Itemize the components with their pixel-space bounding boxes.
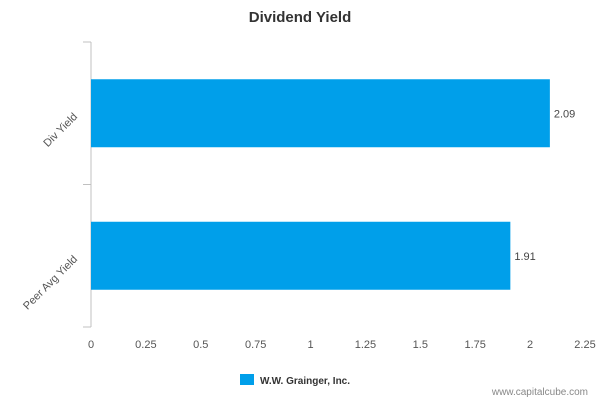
x-tick-label: 0.75 bbox=[245, 339, 266, 351]
data-labels: 2.09 1.91 bbox=[514, 108, 575, 263]
x-tick-label: 1 bbox=[307, 339, 313, 351]
source-watermark: www.capitalcube.com bbox=[491, 387, 588, 398]
bar-peer-avg-yield[interactable] bbox=[91, 221, 511, 290]
x-tick-label: 1.25 bbox=[355, 339, 376, 351]
legend-label: W.W. Grainger, Inc. bbox=[260, 376, 350, 387]
legend-swatch bbox=[240, 374, 254, 385]
x-tick-label: 2 bbox=[527, 339, 533, 351]
x-tick-label: 2.25 bbox=[574, 339, 595, 351]
chart-title: Dividend Yield bbox=[249, 9, 352, 26]
data-label: 1.91 bbox=[514, 251, 535, 263]
category-labels: Div Yield Peer Avg Yield bbox=[21, 111, 80, 312]
category-label: Peer Avg Yield bbox=[21, 253, 80, 312]
bar-div-yield[interactable] bbox=[91, 79, 550, 148]
x-tick-label: 1.75 bbox=[465, 339, 486, 351]
x-tick-label: 0 bbox=[88, 339, 94, 351]
y-axis-ticks bbox=[83, 41, 91, 328]
bars bbox=[91, 79, 550, 290]
legend[interactable]: W.W. Grainger, Inc. bbox=[240, 374, 350, 387]
x-axis-tick-labels: 0 0.25 0.5 0.75 1 1.25 1.5 1.75 2 2.25 bbox=[88, 339, 596, 351]
category-label: Div Yield bbox=[41, 111, 80, 150]
data-label: 2.09 bbox=[554, 108, 575, 120]
x-tick-label: 0.5 bbox=[193, 339, 208, 351]
x-tick-label: 1.5 bbox=[413, 339, 428, 351]
x-tick-label: 0.25 bbox=[135, 339, 156, 351]
